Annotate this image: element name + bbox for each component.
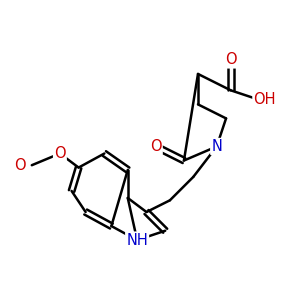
Text: O: O — [54, 146, 66, 161]
Text: OH: OH — [254, 92, 276, 107]
Text: O: O — [14, 158, 26, 173]
Text: O: O — [225, 52, 237, 68]
Text: O: O — [150, 139, 162, 154]
Text: NH: NH — [126, 232, 148, 247]
Text: N: N — [211, 139, 222, 154]
